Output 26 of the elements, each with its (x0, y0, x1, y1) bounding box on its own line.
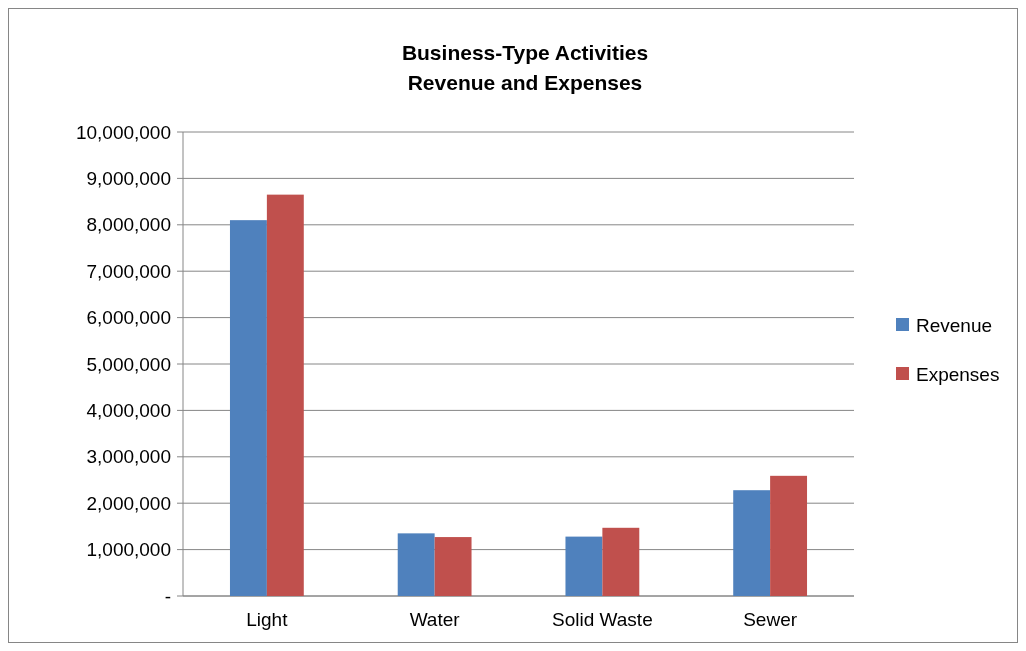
y-tick-label: 6,000,000 (86, 307, 171, 329)
bar (229, 220, 267, 596)
y-tick-label: 10,000,000 (75, 121, 171, 143)
legend-label: Revenue (916, 314, 993, 336)
bar (733, 490, 771, 596)
chart-title: Business-Type Activities Revenue and Expenses (401, 41, 649, 94)
y-tick-label: 8,000,000 (86, 214, 171, 236)
x-tick-label: Sewer (743, 609, 798, 630)
legend-label: Expenses (916, 363, 1000, 385)
y-tick-label: - (164, 585, 171, 607)
bar (434, 537, 472, 596)
y-tick-label: 1,000,000 (86, 539, 171, 561)
x-tick-label: Light (246, 609, 289, 630)
x-tick-label: Solid Waste (552, 609, 653, 630)
y-tick-label: 7,000,000 (86, 260, 171, 282)
bar (770, 475, 808, 596)
y-tick-label: 3,000,000 (86, 446, 171, 468)
bar (602, 527, 640, 596)
bar (266, 194, 304, 596)
y-tick-label: 9,000,000 (86, 168, 171, 190)
bar (565, 536, 603, 596)
x-tick-label: Water (409, 609, 461, 630)
bar (397, 533, 435, 596)
y-tick-label: 5,000,000 (86, 353, 171, 375)
y-tick-label: 2,000,000 (86, 492, 171, 514)
y-tick-label: 4,000,000 (86, 400, 171, 422)
